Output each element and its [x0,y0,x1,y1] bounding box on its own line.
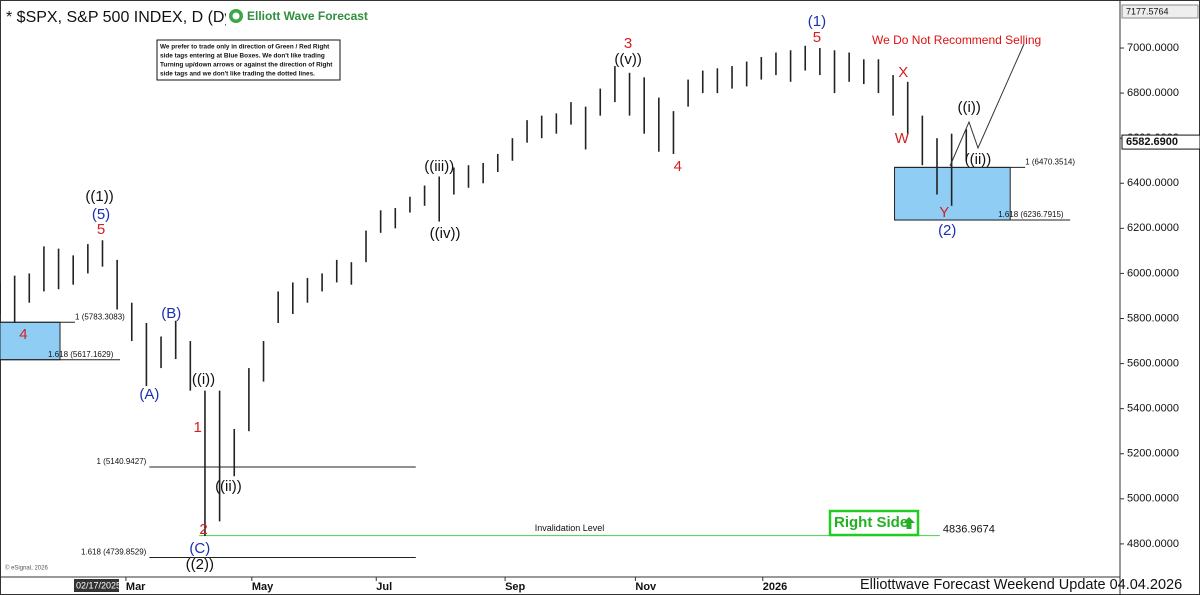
x-tick-label: Jul [376,581,392,593]
wave-label: ((ii)) [965,151,992,168]
blue-box [0,321,61,361]
y-tick-label: 7000.0000 [1127,42,1179,54]
x-tick-label: Sep [505,581,525,593]
zone-level-label: 1.618 (6236.7915) [998,210,1064,219]
note-line: side tags entering at Blue Boxes. We don… [160,53,325,60]
y-tick-label: 6400.0000 [1127,177,1179,189]
invalidation-value: 4836.9674 [943,523,995,535]
x-tick-label: Nov [635,581,657,593]
right-side-arrow [903,517,915,529]
copyright: © eSignal, 2026 [5,565,48,572]
wave-label: ((ii)) [215,478,242,495]
x-tick-label: May [252,581,274,593]
ymax-label: 7177.5764 [1126,6,1169,16]
y-tick-label: 6200.0000 [1127,222,1179,234]
y-tick-label: 6800.0000 [1127,87,1179,99]
wave-label: ((i)) [192,371,215,388]
y-tick-label: 5200.0000 [1127,448,1179,460]
wave-label: 5 [813,29,821,46]
fib-level-label: 1 (5140.9427) [97,457,147,466]
last-price-label: 6582.6900 [1126,136,1178,148]
footer: Elliottwave Forecast Weekend Update 04.0… [860,577,1182,593]
y-tick-label: 5600.0000 [1127,357,1179,369]
x-tick-label: Mar [126,581,146,593]
warning-text: We Do Not Recommend Selling [872,33,1041,47]
wave-label: (1) [808,13,826,30]
note-line: side tags and we don't like trading the … [160,71,315,78]
invalidation-label: Invalidation Level [535,523,605,533]
y-tick-label: 5800.0000 [1127,312,1179,324]
note-line: We prefer to trade only in direction of … [160,44,330,51]
y-tick-label: 4800.0000 [1127,538,1179,550]
chart-title: * $SPX, S&P 500 INDEX, D (Dy [6,9,232,26]
wave-label: 3 [624,35,632,52]
y-tick-label: 5400.0000 [1127,403,1179,415]
wave-label: ((i)) [958,99,981,116]
wave-label: Y [939,204,949,221]
last-price-box [1121,134,1200,150]
wave-label: 5 [97,221,105,238]
wave-label: 4 [19,326,27,343]
note-line: Turning up/down arrows or against the di… [160,62,333,69]
wave-label: (5) [92,206,110,223]
wave-label: 1 [193,419,201,436]
wave-label: ((iv)) [430,225,461,242]
x-tick-label: 2026 [763,581,787,593]
y-tick-label: 5000.0000 [1127,493,1179,505]
zone-level-label: 1 (5783.3083) [75,312,125,321]
wave-label: ((2)) [186,556,214,573]
zone-level-label: 1 (6470.3514) [1025,158,1075,167]
logo-icon [232,12,240,20]
wave-label: W [895,130,910,147]
zone-level-label: 1.618 (5617.1629) [48,350,114,359]
wave-label: ((iii)) [424,158,454,175]
wave-label: (A) [139,386,159,403]
logo-text: Elliott Wave Forecast [247,9,368,23]
wave-label: (C) [189,540,210,557]
date-marker: 02/17/2025 [76,580,121,590]
wave-label: (B) [161,305,181,322]
date-marker-bg [74,579,119,592]
wave-label: ((1)) [85,188,113,205]
logo-bg [226,6,356,28]
note-box [156,39,341,81]
projection-path [949,43,1025,167]
y-tick-label: 6000.0000 [1127,267,1179,279]
wave-label: 2 [199,521,207,538]
right-side-label: Right Side [834,514,908,531]
wave-label: X [898,64,908,81]
ymax-box [1121,4,1199,19]
wave-label: 4 [674,158,682,175]
fib-level-label: 1.618 (4739.8529) [81,548,147,557]
wave-label: ((v)) [614,51,641,68]
wave-label: (2) [938,222,956,239]
